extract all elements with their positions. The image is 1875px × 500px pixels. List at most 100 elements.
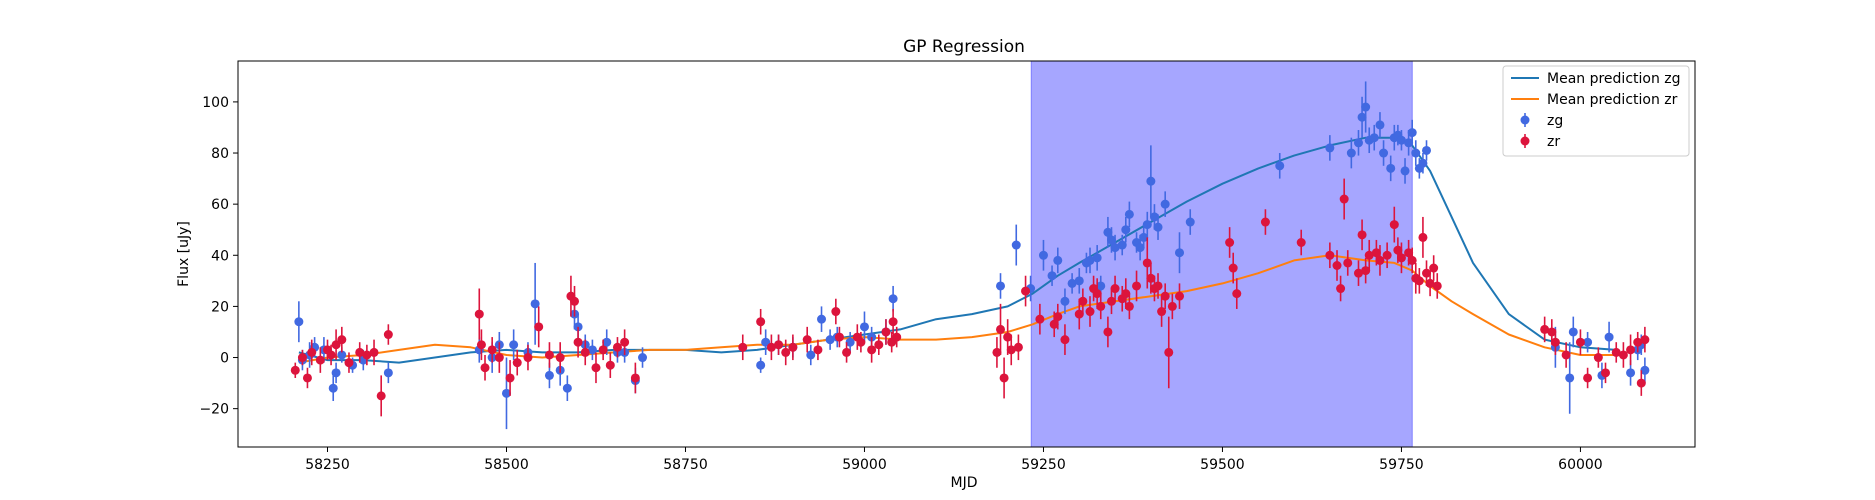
- data-point: [587, 345, 597, 355]
- data-point: [1369, 133, 1379, 143]
- x-tick-label: 59250: [1021, 457, 1066, 473]
- data-point: [602, 337, 612, 347]
- data-point: [1006, 345, 1016, 355]
- data-point: [1618, 350, 1628, 360]
- data-point: [1389, 220, 1399, 230]
- data-point: [476, 340, 486, 350]
- data-point: [1164, 347, 1174, 357]
- data-point: [1142, 220, 1152, 230]
- legend-box: [1502, 65, 1690, 157]
- data-point: [487, 345, 497, 355]
- data-point: [1343, 258, 1353, 268]
- data-point: [1110, 284, 1120, 294]
- data-point: [1124, 301, 1134, 311]
- data-point: [1379, 148, 1389, 158]
- data-point: [1540, 324, 1550, 334]
- data-point: [1146, 273, 1156, 283]
- data-point: [1110, 243, 1120, 253]
- legend-label: zr: [1547, 134, 1560, 150]
- data-point: [1153, 281, 1163, 291]
- data-point: [523, 353, 533, 363]
- data-point: [1135, 243, 1145, 253]
- data-point: [302, 373, 312, 383]
- data-point: [591, 363, 601, 373]
- data-point: [1153, 222, 1163, 232]
- data-point: [307, 347, 317, 357]
- data-point: [831, 307, 841, 317]
- data-point: [1611, 347, 1621, 357]
- data-point: [362, 350, 372, 360]
- data-point: [1422, 145, 1432, 155]
- data-point: [845, 337, 855, 347]
- data-point: [1296, 237, 1306, 247]
- x-tick-label: 58750: [663, 457, 708, 473]
- data-point: [1021, 286, 1031, 296]
- data-point: [555, 353, 565, 363]
- data-point: [859, 322, 869, 332]
- data-point: [1011, 240, 1021, 250]
- data-point: [1407, 128, 1417, 138]
- data-point: [1067, 278, 1077, 288]
- data-point: [1053, 312, 1063, 322]
- data-point: [1078, 296, 1088, 306]
- data-point: [999, 373, 1009, 383]
- data-point: [1074, 309, 1084, 319]
- data-point: [1604, 332, 1614, 342]
- data-point: [1400, 166, 1410, 176]
- data-point: [1157, 307, 1167, 317]
- data-point: [530, 299, 540, 309]
- data-point: [1593, 353, 1603, 363]
- x-tick-label: 60000: [1558, 457, 1603, 473]
- x-tick-label: 59500: [1200, 457, 1245, 473]
- data-point: [344, 358, 354, 368]
- data-point: [1160, 199, 1170, 209]
- data-point: [1106, 296, 1116, 306]
- highlight-region: [1030, 61, 1413, 447]
- data-point: [1561, 350, 1571, 360]
- data-point: [1103, 327, 1113, 337]
- data-point: [1565, 373, 1575, 383]
- data-point: [494, 353, 504, 363]
- data-point: [817, 314, 827, 324]
- data-point: [881, 327, 891, 337]
- data-point: [1092, 253, 1102, 263]
- data-point: [1185, 217, 1195, 227]
- data-point: [505, 373, 515, 383]
- data-point: [1432, 281, 1442, 291]
- data-point: [512, 358, 522, 368]
- data-point: [297, 353, 307, 363]
- data-point: [1429, 263, 1439, 273]
- data-point: [1096, 301, 1106, 311]
- data-point: [630, 373, 640, 383]
- y-axis-title: Flux [uJy]: [176, 221, 192, 287]
- data-point: [1149, 212, 1159, 222]
- legend-label: zg: [1547, 113, 1563, 129]
- data-point: [1411, 148, 1421, 158]
- data-point: [1092, 289, 1102, 299]
- data-point: [570, 296, 580, 306]
- y-tick-label: 20: [211, 299, 229, 315]
- data-point: [1003, 332, 1013, 342]
- data-point: [1060, 296, 1070, 306]
- legend-label: Mean prediction zr: [1547, 92, 1678, 108]
- data-point: [856, 337, 866, 347]
- data-point: [1038, 250, 1048, 260]
- data-point: [544, 350, 554, 360]
- data-point: [1353, 138, 1363, 148]
- data-point: [1167, 301, 1177, 311]
- y-tick-label: 100: [202, 95, 229, 111]
- data-point: [326, 350, 336, 360]
- data-point: [612, 342, 622, 352]
- data-point: [1361, 102, 1371, 112]
- data-point: [1601, 368, 1611, 378]
- data-point: [781, 347, 791, 357]
- data-point: [756, 317, 766, 327]
- data-point: [738, 342, 748, 352]
- data-point: [1103, 227, 1113, 237]
- data-point: [480, 363, 490, 373]
- data-point: [573, 337, 583, 347]
- data-point: [1407, 255, 1417, 265]
- data-point: [1386, 163, 1396, 173]
